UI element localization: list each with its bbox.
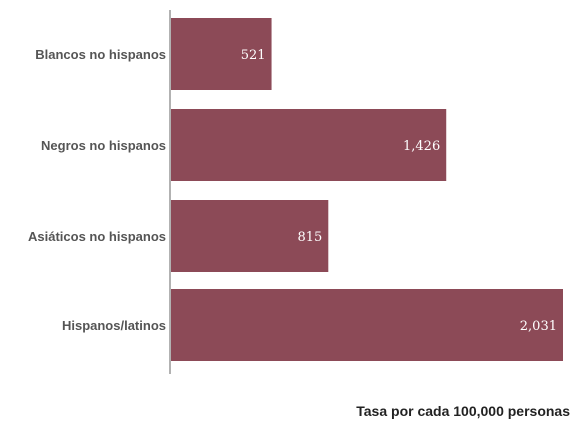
category-label: Blancos no hispanos	[35, 47, 166, 62]
category-label: Asiáticos no hispanos	[28, 229, 166, 244]
bars-group: Blancos no hispanos 521 Negros no hispanos…	[28, 18, 563, 361]
bar	[171, 289, 563, 361]
bar	[171, 18, 272, 90]
value-label: 815	[297, 230, 322, 245]
bar	[171, 109, 447, 181]
value-label: 521	[241, 48, 266, 63]
value-label: 1,426	[403, 139, 440, 154]
x-axis-title: Tasa por cada 100,000 personas	[356, 403, 570, 419]
value-label: 2,031	[520, 319, 557, 334]
category-label: Hispanos/latinos	[62, 318, 166, 333]
category-label: Negros no hispanos	[41, 138, 166, 153]
bar	[171, 200, 329, 272]
